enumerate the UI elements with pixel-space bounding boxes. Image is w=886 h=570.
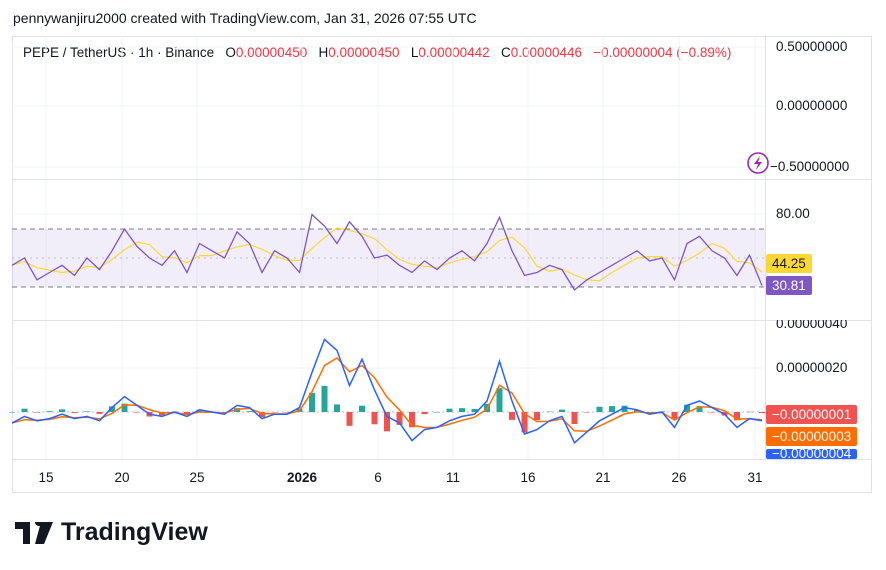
open-value: 0.00000450 xyxy=(235,45,308,60)
macd-value-tag: −0.00000004 xyxy=(766,449,858,459)
macd-histogram-tag: −0.00000001 xyxy=(766,405,858,424)
tradingview-logo[interactable]: TradingView xyxy=(15,518,208,547)
histogram-bar xyxy=(96,412,103,414)
symbol-label: PEPE / TetherUS · 1h · Binance xyxy=(23,45,215,60)
histogram-bar xyxy=(496,388,503,412)
histogram-bar xyxy=(396,412,403,425)
histogram-bar xyxy=(384,412,390,432)
histogram-bar xyxy=(109,406,115,412)
high-label: H xyxy=(318,45,329,60)
histogram-bar xyxy=(121,403,128,412)
histogram-bar xyxy=(521,412,528,433)
histogram-bar xyxy=(546,411,553,413)
histogram-bar xyxy=(71,412,78,413)
close-label: C xyxy=(500,45,511,60)
close-value: 0.00000446 xyxy=(510,45,583,60)
price-tick: 0.50000000 xyxy=(776,39,848,54)
change-value: −0.00000004 (−0.89%) xyxy=(593,45,732,60)
histogram-bar xyxy=(684,404,690,412)
open-label: O xyxy=(225,45,236,60)
histogram-bar xyxy=(409,412,415,428)
macd-line xyxy=(11,338,763,445)
histogram-bar xyxy=(21,408,28,412)
histogram-bar xyxy=(84,411,90,412)
macd-signal-tag: −0.00000003 xyxy=(766,427,858,446)
time-tick-year: 2026 xyxy=(286,470,318,485)
histogram-bar xyxy=(446,408,453,412)
time-tick: 21 xyxy=(595,470,611,485)
histogram-bar xyxy=(134,412,140,413)
histogram-bar xyxy=(709,412,715,413)
histogram-bar xyxy=(196,409,203,412)
logo-text: TradingView xyxy=(61,518,208,546)
low-value: 0.00000442 xyxy=(418,45,490,60)
chart-credit: pennywanjiru2000 created with TradingVie… xyxy=(13,10,477,26)
histogram-bar xyxy=(534,412,540,421)
histogram-bar xyxy=(246,411,253,412)
histogram-bar xyxy=(596,406,603,412)
histogram-bar xyxy=(346,412,353,426)
histogram-bar xyxy=(634,409,640,412)
grid xyxy=(12,36,765,459)
symbol-legend: PEPE / TetherUS · 1h · Binance O0.000004… xyxy=(23,45,731,60)
rsi-ma-value-tag: 44.25 xyxy=(766,254,812,273)
time-tick: 31 xyxy=(747,470,763,485)
histogram-bar xyxy=(46,411,53,412)
time-tick: 6 xyxy=(374,470,382,485)
histogram-bar xyxy=(34,412,40,413)
time-tick: 20 xyxy=(114,470,130,485)
histogram-bar xyxy=(746,411,753,413)
histogram-bar xyxy=(184,412,190,414)
histogram-bar xyxy=(421,412,428,415)
time-tick: 16 xyxy=(520,470,536,485)
histogram-bar xyxy=(359,405,365,412)
histogram-bar xyxy=(459,408,465,412)
histogram-bar xyxy=(59,409,65,412)
histogram-bar xyxy=(471,408,478,412)
time-tick: 11 xyxy=(445,470,461,485)
rsi-ma-line xyxy=(11,227,763,282)
histogram-bar xyxy=(334,404,340,412)
price-tick: −0.50000000 xyxy=(770,159,850,174)
histogram-bar xyxy=(671,412,678,420)
tradingview-logo-icon xyxy=(15,521,53,544)
histogram-bar xyxy=(309,392,315,412)
histogram-bar xyxy=(259,412,265,418)
rsi-tick: 80.00 xyxy=(776,206,810,221)
macd-tick: 0.00000040 xyxy=(776,316,848,331)
price-tick: 0.00000000 xyxy=(776,98,848,113)
histogram-bar xyxy=(509,412,515,420)
histogram-bar xyxy=(284,412,290,413)
time-tick: 25 xyxy=(189,470,205,485)
histogram-bar xyxy=(734,412,740,421)
histogram-bar xyxy=(434,411,440,413)
histogram-bar xyxy=(571,412,578,425)
histogram-bar xyxy=(696,406,703,412)
rsi-value-tag: 30.81 xyxy=(766,276,812,295)
histogram-bar xyxy=(609,406,615,412)
macd-tick: 0.00000020 xyxy=(776,360,848,375)
low-label: L xyxy=(410,45,419,60)
histogram-bar xyxy=(759,412,765,413)
histogram-bar xyxy=(321,385,328,412)
time-tick: 15 xyxy=(38,470,54,485)
lightning-icon[interactable] xyxy=(747,152,769,174)
high-value: 0.00000450 xyxy=(328,45,400,60)
histogram-bar xyxy=(559,409,565,412)
histogram-bar xyxy=(621,405,628,412)
histogram-bar xyxy=(584,412,590,413)
rsi-line xyxy=(11,213,763,291)
histogram-bar xyxy=(9,412,15,413)
histogram-bar xyxy=(271,412,278,413)
time-tick: 26 xyxy=(671,470,687,485)
rsi-band-fill xyxy=(12,229,765,287)
histogram-bar xyxy=(371,412,378,425)
